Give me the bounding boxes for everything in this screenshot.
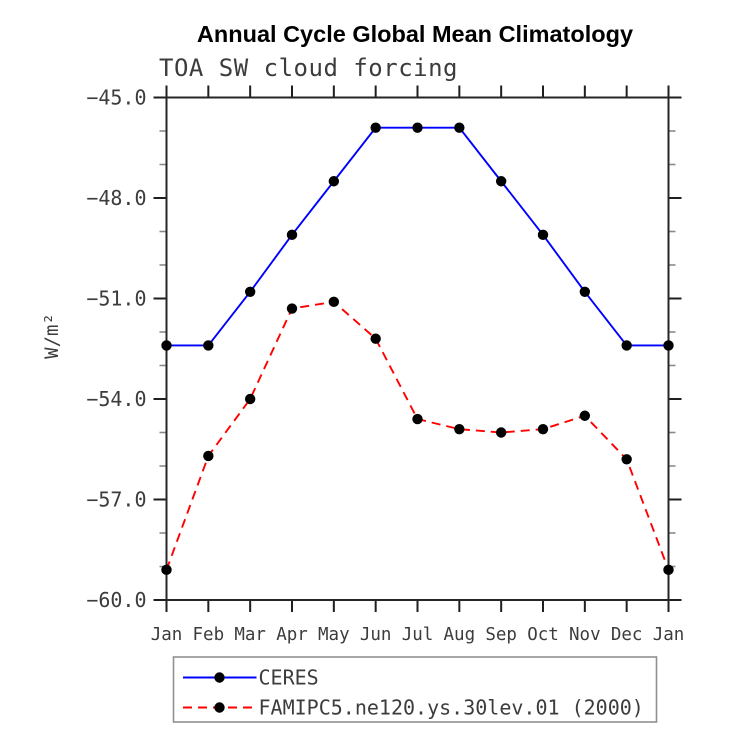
- plot-frame: [165, 96, 670, 601]
- data-point: [579, 410, 591, 421]
- y-tick-label: −45.0: [86, 86, 146, 110]
- y-tick-label: −57.0: [86, 488, 146, 512]
- legend-sample-marker: [214, 702, 225, 713]
- data-point: [203, 340, 214, 351]
- data-point: [579, 286, 591, 297]
- y-tick-label: −54.0: [86, 387, 146, 411]
- data-point: [663, 340, 674, 351]
- x-tick-label: Oct: [527, 625, 559, 645]
- data-point: [328, 296, 340, 308]
- data-point: [537, 229, 549, 241]
- data-point: [454, 122, 465, 133]
- x-tick-label: Jan: [653, 625, 685, 645]
- data-point: [537, 423, 549, 435]
- data-point: [370, 333, 381, 344]
- data-point: [244, 286, 256, 297]
- x-tick-label: Dec: [611, 625, 643, 645]
- y-tick-label: −48.0: [86, 186, 146, 210]
- x-tick-label: Apr: [276, 625, 308, 645]
- data-point: [412, 122, 423, 133]
- chart-subtitle: TOA SW cloud forcing: [159, 54, 458, 82]
- x-tick-label: Mar: [234, 625, 266, 645]
- data-point: [286, 303, 298, 314]
- data-point: [412, 413, 423, 425]
- data-point: [370, 122, 381, 133]
- x-tick-label: Nov: [569, 625, 601, 645]
- data-point: [203, 450, 214, 462]
- legend: CERES FAMIPC5.ne120.ys.30lev.01 (2000): [172, 656, 658, 723]
- data-point: [244, 393, 256, 405]
- data-point: [621, 340, 632, 351]
- x-tick-label: Jan: [151, 625, 183, 645]
- data-point: [161, 564, 172, 576]
- x-tick-label: Feb: [193, 625, 225, 645]
- axis-ticks: [153, 85, 682, 612]
- legend-sample-marker: [214, 672, 225, 683]
- y-tick-label: −51.0: [86, 287, 146, 311]
- data-point: [495, 176, 507, 187]
- x-tick-label: Sep: [485, 625, 517, 645]
- legend-label: FAMIPC5.ne120.ys.30lev.01 (2000): [259, 696, 644, 720]
- series-line-0: [166, 126, 669, 347]
- series-line-1: [165, 300, 670, 571]
- data-series: [161, 122, 674, 576]
- legend-box: [172, 656, 658, 723]
- y-tick-label: −60.0: [86, 588, 146, 612]
- x-tick-label: Aug: [444, 625, 476, 645]
- data-point: [286, 229, 298, 241]
- axis-tick-labels: Jan Feb Mar Apr May Jun Jul Aug Sep Oct Nov Dec Jan−…: [86, 86, 684, 646]
- plot-border: [165, 96, 670, 601]
- legend-label: CERES: [259, 666, 319, 690]
- data-point: [454, 423, 465, 435]
- data-point: [328, 176, 340, 187]
- y-axis-label: W/m²: [41, 313, 63, 359]
- data-point: [495, 427, 507, 438]
- x-tick-label: Jun: [360, 625, 392, 645]
- data-point: [161, 340, 172, 351]
- x-tick-label: May: [318, 625, 350, 645]
- data-point: [621, 454, 632, 465]
- x-tick-label: Jul: [402, 625, 434, 645]
- data-point: [663, 564, 674, 576]
- chart-title: Annual Cycle Global Mean Climatology: [197, 21, 633, 47]
